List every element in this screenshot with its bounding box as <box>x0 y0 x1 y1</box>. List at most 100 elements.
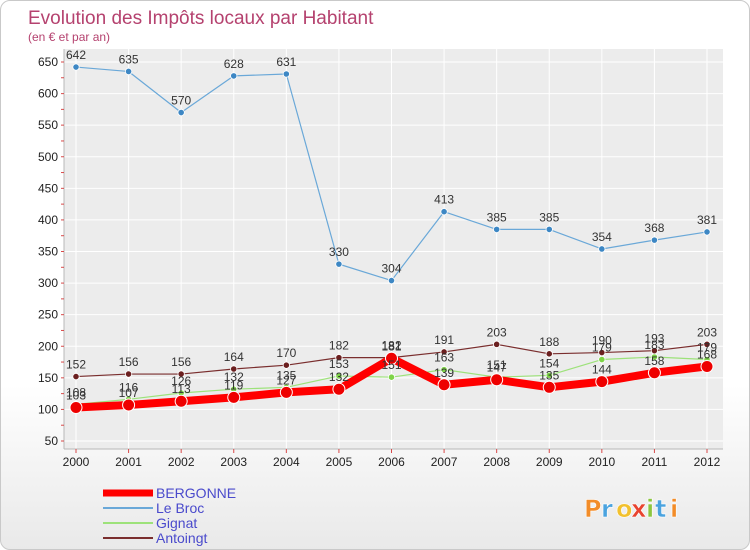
data-label: 154 <box>539 356 559 370</box>
data-point <box>650 236 659 244</box>
data-point <box>227 390 241 404</box>
x-tick-label: 2010 <box>588 455 615 469</box>
x-tick-label: 2011 <box>642 455 668 469</box>
y-tick-label: 350 <box>38 245 58 259</box>
logo-letter: P <box>584 495 602 523</box>
data-label: 127 <box>276 373 296 387</box>
data-label: 413 <box>434 193 454 207</box>
legend-label: Le Broc <box>156 500 204 516</box>
x-tick-label: 2008 <box>483 455 510 469</box>
y-tick-label: 500 <box>38 150 58 164</box>
legend-label: BERGONNE <box>156 485 236 501</box>
data-label: 203 <box>697 325 717 339</box>
data-point <box>177 370 185 378</box>
data-label: 304 <box>381 262 401 276</box>
data-label: 135 <box>539 368 559 382</box>
data-label: 179 <box>592 341 612 355</box>
data-label: 368 <box>644 221 664 235</box>
data-label: 151 <box>487 358 507 372</box>
x-tick-label: 2001 <box>115 455 142 469</box>
data-label: 132 <box>224 370 244 384</box>
data-point <box>647 366 661 380</box>
data-point <box>493 340 501 348</box>
data-point <box>595 375 609 389</box>
data-point <box>598 355 606 364</box>
data-point <box>440 366 448 374</box>
data-label: 385 <box>539 210 559 224</box>
data-label: 181 <box>381 339 401 353</box>
data-label: 163 <box>434 351 454 365</box>
data-point <box>440 348 448 356</box>
y-tick-label: 650 <box>38 55 58 69</box>
data-label: 168 <box>697 347 717 361</box>
data-point <box>387 276 396 285</box>
data-point <box>545 371 553 379</box>
data-label: 170 <box>276 346 296 360</box>
data-point <box>282 361 290 369</box>
x-tick-label: 2000 <box>63 455 90 469</box>
data-label: 158 <box>644 354 664 368</box>
data-label: 188 <box>539 335 559 349</box>
y-tick-label: 600 <box>38 87 58 101</box>
legend-label: Gignat <box>156 515 197 531</box>
series-lines <box>69 63 714 415</box>
data-label: 179 <box>697 341 717 355</box>
y-tick-label: 550 <box>38 118 58 132</box>
data-label: 119 <box>224 378 243 392</box>
data-label: 144 <box>592 363 612 377</box>
data-label: 635 <box>119 52 139 66</box>
data-point <box>174 394 188 408</box>
data-label: 182 <box>381 339 401 353</box>
data-label: 156 <box>171 355 191 369</box>
data-point <box>598 348 606 357</box>
y-tick-label: 100 <box>38 402 58 416</box>
data-point <box>332 382 346 396</box>
x-tick-label: 2003 <box>220 455 247 469</box>
data-point <box>335 372 343 380</box>
data-point <box>69 401 83 415</box>
y-tick-label: 200 <box>38 339 58 353</box>
data-point <box>124 370 133 378</box>
data-label: 570 <box>171 94 191 108</box>
logo-letter: i <box>646 495 654 523</box>
data-label: 132 <box>329 370 349 384</box>
data-label: 183 <box>644 338 664 352</box>
data-label: 151 <box>381 358 401 372</box>
x-tick-label: 2002 <box>168 455 195 469</box>
y-tick-label: 250 <box>38 308 58 322</box>
data-point <box>545 225 553 233</box>
data-label: 147 <box>487 361 507 375</box>
data-point <box>122 398 136 412</box>
data-point <box>440 208 448 216</box>
data-label: 164 <box>224 350 244 364</box>
data-labels: 642 635 570 628 631 330 304 413 385 385 354 368 381 1… <box>66 48 717 402</box>
data-point <box>493 225 501 233</box>
data-point <box>598 245 606 253</box>
data-label: 116 <box>119 380 138 394</box>
plot-area: 50 100 150 200 250 300 350 400 450 500 550 600 650 20… <box>38 48 723 469</box>
data-label: 330 <box>329 245 349 259</box>
data-label: 203 <box>487 325 507 339</box>
data-label: 191 <box>434 333 454 347</box>
data-point <box>177 108 185 117</box>
legend-label: Antoingt <box>156 530 207 546</box>
data-point <box>490 373 504 387</box>
logo-letter: x <box>631 495 647 523</box>
data-label: 107 <box>119 386 139 400</box>
data-label: 628 <box>224 57 244 71</box>
logo-letter: o <box>616 495 633 523</box>
data-point <box>437 378 451 392</box>
data-point <box>282 70 290 78</box>
data-point <box>72 372 80 381</box>
data-point <box>335 354 343 362</box>
y-tick-label: 400 <box>38 213 58 227</box>
chart-subtitle: (en € et par an) <box>28 30 110 44</box>
data-point <box>703 340 711 348</box>
data-label: 156 <box>119 355 139 369</box>
data-point <box>385 351 398 365</box>
y-tick-label: 450 <box>38 181 58 195</box>
data-label: 381 <box>697 213 717 227</box>
